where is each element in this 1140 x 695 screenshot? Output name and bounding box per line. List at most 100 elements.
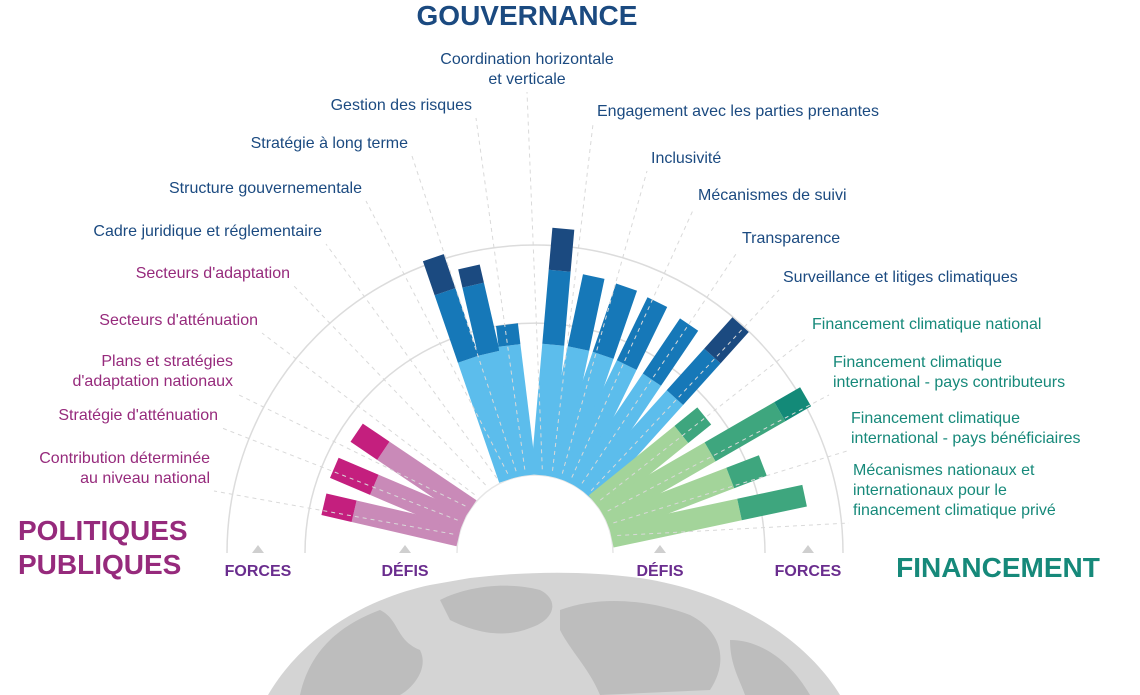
category-label: Mécanismes nationaux et internationaux po… <box>853 462 1056 519</box>
bar-strengths <box>422 254 456 296</box>
category-label-line: Secteurs d'adaptation <box>136 265 290 282</box>
category-label-line: Coordination horizontale <box>440 51 614 68</box>
leader-line <box>617 522 850 536</box>
category-label-line: Plans et stratégies <box>101 353 233 370</box>
bar-challenges <box>559 360 637 488</box>
leader-line <box>581 250 739 484</box>
category-label-line: Mécanismes de suivi <box>698 187 847 204</box>
continent-shape <box>560 600 721 695</box>
axis-word: DÉFIS <box>636 561 683 580</box>
leader-line <box>365 200 509 474</box>
bar-mid <box>462 282 500 356</box>
category-label-line: Surveillance et litiges climatiques <box>783 269 1018 286</box>
bar-strengths <box>330 457 379 495</box>
axis-words: FORCES DÉFIS DÉFIS FORCES <box>225 545 842 580</box>
bar-challenges <box>377 441 477 519</box>
leader-lines <box>213 91 850 536</box>
category-label-line: Contribution déterminée <box>39 450 210 467</box>
category-label: Secteurs d'atténuation <box>99 312 258 329</box>
bar-challenges <box>609 498 742 548</box>
bar-challenges <box>588 425 689 513</box>
category-label-line: Engagement avec les parties prenantes <box>597 103 879 120</box>
group-title-line: POLITIQUES <box>18 515 188 546</box>
category-label-line: Gestion des risques <box>331 97 472 114</box>
bar-mid <box>666 348 721 405</box>
category-label: Engagement avec les parties prenantes <box>597 103 879 120</box>
world-map-illustration <box>268 572 840 695</box>
group-titles: POLITIQUES PUBLIQUES GOUVERNANCE FINANCEMEN… <box>18 0 1100 583</box>
inner-ring <box>456 474 614 554</box>
leader-line <box>213 490 454 535</box>
category-label: Plans et stratégies d'adaptation nationau… <box>72 353 233 390</box>
group-title-financement: FINANCEMENT <box>896 552 1100 583</box>
leader-line <box>607 394 830 512</box>
category-label-line: Transparence <box>742 230 840 247</box>
leader-line <box>526 91 543 470</box>
axis-marker <box>399 545 411 553</box>
axis-marker <box>252 545 264 553</box>
leader-line <box>552 123 594 471</box>
continent-shape <box>440 585 553 634</box>
category-label-line: Financement climatique <box>833 354 1002 371</box>
bars <box>321 227 812 548</box>
bar-challenges <box>603 467 735 536</box>
bar-mid <box>434 288 479 363</box>
axis-word: DÉFIS <box>381 561 428 580</box>
category-label: Gestion des risques <box>331 97 472 114</box>
bar-strengths <box>321 493 357 522</box>
category-label-line: internationaux pour le <box>853 482 1007 499</box>
leader-line <box>571 207 695 478</box>
category-label-line: international - pays bénéficiaires <box>851 430 1080 447</box>
category-label: Structure gouvernementale <box>169 180 362 197</box>
category-label: Financement climatique international - pa… <box>851 410 1080 447</box>
category-label-line: Financement climatique <box>851 410 1020 427</box>
category-label: Cadre juridique et réglementaire <box>93 223 322 240</box>
bar-challenges <box>550 351 614 483</box>
bar-mid <box>567 274 605 351</box>
category-label-line: au niveau national <box>80 470 210 487</box>
bar-mid <box>616 297 668 370</box>
category-label-line: financement climatique privé <box>853 502 1056 519</box>
group-title-gouvernance: GOUVERNANCE <box>417 0 638 31</box>
category-label: Coordination horizontale et verticale <box>440 51 614 88</box>
leader-line <box>475 117 526 470</box>
leader-line <box>590 289 780 491</box>
axis-marker <box>802 545 814 553</box>
bar-challenges <box>351 500 462 547</box>
bar-strengths <box>774 387 812 422</box>
category-label-line: et verticale <box>488 71 565 88</box>
bar-mid <box>496 323 521 347</box>
axis-word: FORCES <box>775 563 842 580</box>
category-label: Stratégie d'atténuation <box>58 407 218 424</box>
category-label: Secteurs d'adaptation <box>136 265 290 282</box>
category-label-line: Inclusivité <box>651 150 721 167</box>
bar-mid <box>592 283 637 359</box>
bar-mid <box>737 484 807 521</box>
axis-word: FORCES <box>225 563 292 580</box>
bar-challenges <box>579 390 684 503</box>
bar-challenges <box>597 442 716 524</box>
leader-line <box>236 393 466 507</box>
category-label: Surveillance et litiges climatiques <box>783 269 1018 286</box>
bar-mid <box>542 269 571 346</box>
continent-shape <box>730 640 810 695</box>
continent-shape <box>300 610 423 695</box>
bar-strengths <box>458 264 484 288</box>
bar-challenges <box>498 344 537 477</box>
category-label: Stratégie à long terme <box>251 135 409 152</box>
category-label-line: Structure gouvernementale <box>169 180 362 197</box>
leader-line <box>293 285 486 486</box>
category-label-line: Stratégie d'atténuation <box>58 407 218 424</box>
category-label-line: Mécanismes nationaux et <box>853 462 1035 479</box>
bar-mid <box>726 455 767 489</box>
bar-strengths <box>350 423 390 460</box>
category-label: Inclusivité <box>651 150 721 167</box>
bar-mid <box>704 402 786 462</box>
group-title-politiques: POLITIQUES PUBLIQUES <box>18 515 188 580</box>
bar-strengths <box>548 227 575 272</box>
category-label: Transparence <box>742 230 840 247</box>
category-label: Mécanismes de suivi <box>698 187 847 204</box>
category-label: Financement climatique international - pa… <box>833 354 1065 391</box>
category-labels: Contribution déterminée au niveau nationa… <box>39 51 1080 519</box>
